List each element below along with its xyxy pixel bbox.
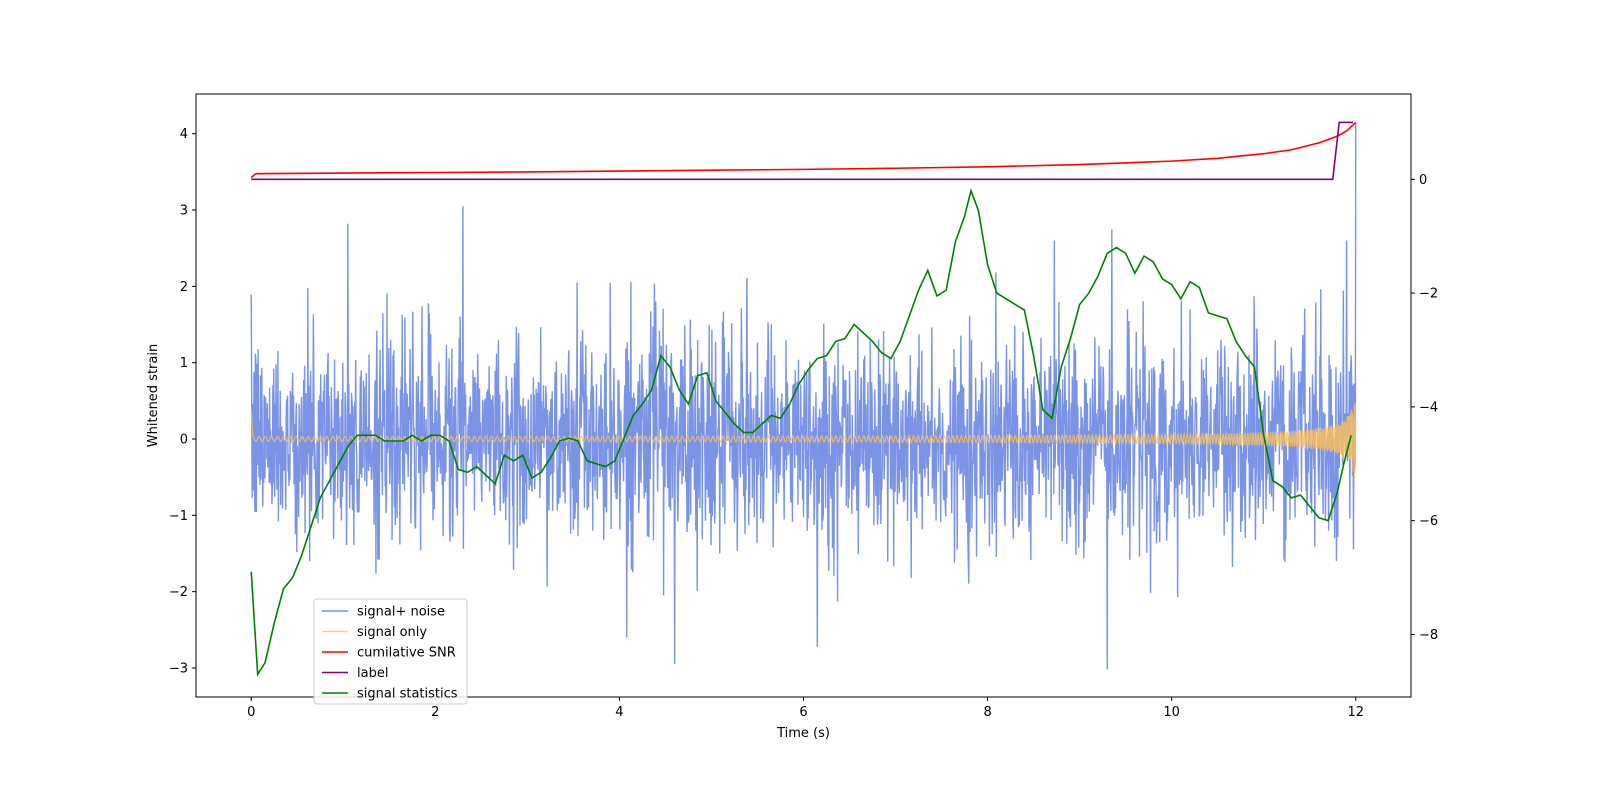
series-line-signal-noise [250,122,1357,670]
y2-tick-label: 0 [1419,173,1427,188]
x-tick-label: 10 [1163,705,1180,720]
series-layer [250,121,1357,677]
y-tick-label: −3 [169,661,188,676]
y-tick-label: 4 [180,127,188,142]
legend-box [313,598,468,705]
x-tick-label: 0 [247,705,255,720]
legend-label: signal+ noise [357,605,445,620]
legend: signal+ noise signal only cumilative SNR la… [313,598,468,705]
y2-tick-label: −2 [1419,287,1438,302]
legend-label: label [357,666,388,681]
x-tick-label: 12 [1347,705,1364,720]
y-axis-left: −3 −2 −1 0 1 2 3 4 [169,127,196,676]
y2-tick-label: −6 [1419,514,1438,529]
y-tick-label: 3 [180,204,188,219]
legend-entry: signal only [322,625,427,640]
x-axis-label: Time (s) [776,726,830,741]
series-line-signal-statistics [250,188,1352,677]
y-tick-label: −1 [169,509,188,524]
y-axis-right: −8 −6 −4 −2 0 [1411,173,1438,643]
legend-entry: cumilative SNR [322,646,456,661]
x-tick-label: 8 [983,705,991,720]
y-tick-label: 0 [180,433,188,448]
series-line-cumilative-snr [250,121,1357,179]
legend-entry: signal+ noise [322,605,445,620]
legend-entry: signal statistics [322,687,458,702]
x-tick-label: 2 [431,705,439,720]
y2-tick-label: −8 [1419,628,1438,643]
x-tick-label: 6 [799,705,807,720]
legend-label: signal only [357,625,427,640]
y-axis-label: Whitened strain [146,344,161,447]
legend-entry: label [322,666,388,681]
legend-label: cumilative SNR [357,646,456,661]
legend-label: signal statistics [357,687,458,702]
y-tick-label: 1 [180,356,188,371]
series-line-label [251,121,1354,181]
x-tick-label: 4 [615,705,623,720]
y-tick-label: −2 [169,585,188,600]
y2-tick-label: −4 [1419,400,1438,415]
y-tick-label: 2 [180,280,188,295]
series-line-signal-only [250,402,1357,479]
